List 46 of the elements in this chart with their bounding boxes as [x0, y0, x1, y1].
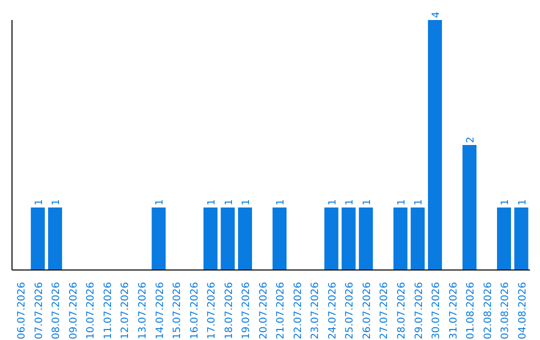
- x-tick-label: 22.07.2026: [292, 282, 304, 340]
- data-label: 1: [396, 199, 408, 206]
- data-label: 1: [517, 199, 528, 206]
- x-tick-label: 11.07.2026: [102, 282, 114, 340]
- x-tick-label: 18.07.2026: [224, 282, 235, 340]
- x-tick-label: 09.07.2026: [68, 282, 80, 340]
- x-tick-label: 26.07.2026: [362, 282, 373, 340]
- x-tick-label: 28.07.2026: [396, 282, 408, 340]
- x-tick-label: 31.07.2026: [448, 282, 460, 340]
- x-tick-label: 15.07.2026: [172, 282, 184, 340]
- x-tick-label: 03.08.2026: [500, 282, 512, 340]
- data-label: 4: [430, 12, 442, 18]
- x-tick-label: 06.07.2026: [16, 282, 28, 340]
- x-tick-label: 19.07.2026: [241, 282, 252, 340]
- data-label: 1: [224, 199, 235, 206]
- x-tick-label: 08.07.2026: [51, 282, 62, 340]
- x-tick-label: 17.07.2026: [206, 282, 218, 340]
- x-tick-label: 24.07.2026: [327, 282, 338, 340]
- data-label: 1: [500, 199, 512, 206]
- x-tick-label: 25.07.2026: [344, 282, 356, 340]
- x-tick-label: 20.07.2026: [258, 282, 270, 340]
- x-tick-label: 07.07.2026: [34, 282, 45, 340]
- data-label: 1: [206, 199, 218, 206]
- x-tick-label: 29.07.2026: [414, 282, 425, 340]
- x-tick-label: 27.07.2026: [379, 282, 390, 340]
- data-label: 1: [327, 199, 338, 206]
- x-tick-label: 14.07.2026: [154, 282, 166, 340]
- x-tick-label: 01.08.2026: [466, 282, 477, 340]
- x-tick-label: 30.07.2026: [431, 282, 442, 340]
- data-label: 1: [414, 199, 425, 206]
- data-label: 2: [465, 136, 476, 143]
- x-tick-label: 13.07.2026: [138, 282, 148, 340]
- x-tick-label: 16.07.2026: [189, 282, 200, 340]
- x-tick-label: 10.07.2026: [86, 282, 97, 340]
- data-label: 1: [362, 199, 373, 206]
- x-tick-label: 23.07.2026: [310, 282, 322, 340]
- data-label: 1: [276, 199, 287, 206]
- data-label: 1: [344, 199, 356, 206]
- x-tick-label: 12.07.2026: [120, 282, 132, 340]
- x-tick-label: 04.08.2026: [517, 282, 528, 340]
- data-label: 1: [154, 199, 166, 206]
- data-label: 1: [241, 199, 252, 206]
- data-label: 1: [34, 199, 45, 206]
- x-tick-label: 21.07.2026: [276, 282, 287, 340]
- x-tick-label: 02.08.2026: [482, 282, 494, 340]
- data-label: 1: [51, 199, 62, 206]
